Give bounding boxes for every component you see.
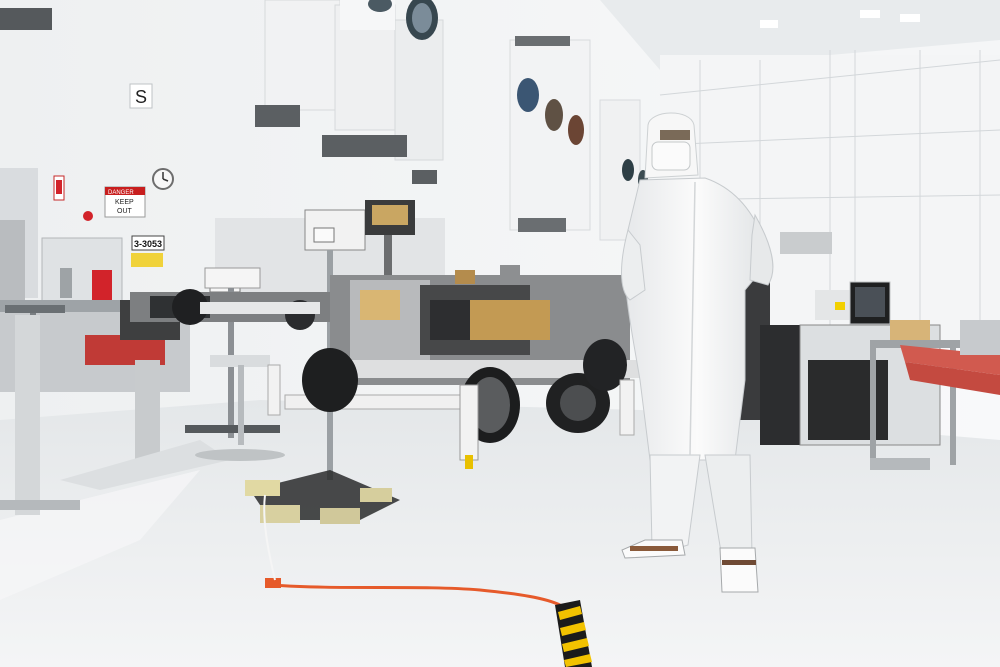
fire-alarm-light (83, 211, 93, 221)
light-stand (245, 209, 400, 524)
lab-stool (185, 267, 285, 461)
wall-vents (0, 8, 570, 232)
left-workbench (0, 300, 230, 515)
hazard-stripe-marker (555, 600, 592, 667)
danger-sign-header: DANGER (108, 190, 134, 196)
danger-sign-line2: OUT (117, 208, 133, 215)
wall-letter: S (135, 87, 147, 107)
room-number-sign: 3-3053 (134, 239, 162, 249)
mission-patches (368, 0, 648, 190)
left-wall-signage: S DANGER KEEP OUT 3-3053 (53, 83, 174, 267)
extension-cord (263, 494, 561, 607)
rover-assembly (130, 200, 640, 469)
cleanroom-technician (621, 112, 774, 593)
danger-sign-line1: KEEP (115, 199, 134, 206)
